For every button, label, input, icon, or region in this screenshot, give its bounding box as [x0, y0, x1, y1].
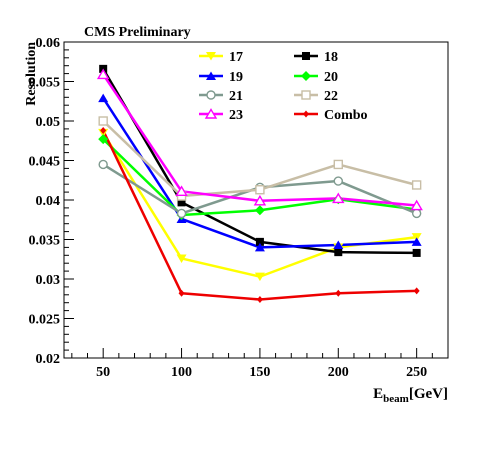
y-tick-label: 0.055: [29, 76, 61, 91]
data-point-21: [98, 159, 108, 170]
data-point-23: [96, 68, 110, 80]
legend-label: Combo: [324, 108, 368, 123]
legend-entry-20: 20: [294, 70, 338, 85]
data-point-combo: [100, 126, 107, 134]
data-point-23: [332, 192, 345, 204]
legend-marker: [303, 110, 309, 118]
data-point-combo: [256, 296, 263, 304]
legend-entry-combo: Combo: [294, 108, 368, 123]
legend-label: 17: [229, 50, 243, 65]
data-point-19: [98, 93, 109, 103]
data-point-18: [334, 248, 343, 257]
legend-marker: [206, 71, 216, 80]
x-tick-label: 250: [406, 365, 427, 380]
x-tick-label: 50: [96, 365, 110, 380]
legend-label: 19: [229, 70, 243, 85]
chart-title: CMS Preliminary: [84, 25, 191, 40]
y-tick-label: 0.05: [36, 115, 61, 130]
data-point-combo: [413, 287, 420, 295]
legend-marker: [206, 90, 216, 100]
legend: 17 18 19 20 21 22 23 Combo: [199, 50, 368, 123]
data-point-combo: [335, 289, 342, 297]
data-point-20: [254, 205, 265, 216]
data-point-18: [177, 198, 186, 207]
legend-label: 20: [324, 70, 338, 85]
x-tick-label: 100: [171, 365, 192, 380]
x-axis-label: Ebeam[GeV]: [373, 386, 448, 405]
x-tick-label: 150: [249, 365, 270, 380]
data-point-23: [253, 194, 267, 206]
data-point-combo: [178, 289, 185, 297]
x-axis-label-unit: [GeV]: [409, 386, 448, 402]
legend-entry-18: 18: [294, 50, 338, 65]
legend-label: 18: [324, 50, 338, 65]
legend-entry-23: 23: [199, 108, 243, 123]
y-axis-label: Resolution: [24, 42, 39, 106]
y-tick-label: 0.04: [36, 194, 61, 209]
data-point-18: [255, 237, 264, 246]
x-axis-label-sub: beam: [383, 393, 409, 405]
data-point-21: [333, 176, 343, 186]
data-point-17: [176, 254, 187, 263]
y-tick-label: 0.06: [36, 36, 61, 51]
legend-marker: [301, 90, 311, 100]
y-tick-label: 0.025: [29, 313, 61, 328]
y-tick-label: 0.02: [36, 352, 61, 367]
data-point-17: [254, 272, 265, 282]
y-tick-label: 0.035: [29, 234, 61, 249]
legend-entry-17: 17: [199, 50, 243, 65]
series-markers: [96, 64, 423, 304]
legend-label: 23: [229, 108, 243, 123]
legend-entry-21: 21: [199, 89, 243, 104]
data-point-20: [98, 134, 109, 145]
x-axis-label-main: E: [373, 386, 383, 402]
x-tick-label: 200: [328, 365, 349, 380]
data-point-19: [411, 237, 422, 246]
data-point-21: [411, 208, 422, 219]
legend-entry-19: 19: [199, 70, 243, 85]
y-tick-labels: 0.02 0.025 0.03 0.035 0.04 0.045 0.05 0.055 0.06: [29, 36, 61, 367]
data-point-23: [175, 185, 188, 197]
data-point-18: [412, 248, 421, 257]
data-point-22: [98, 116, 108, 126]
legend-entry-22: 22: [294, 89, 338, 104]
data-point-21: [176, 208, 187, 219]
data-point-23: [410, 199, 423, 211]
legend-label: 21: [229, 89, 243, 104]
legend-marker: [301, 71, 311, 81]
y-tick-label: 0.03: [36, 273, 61, 288]
legend-marker: [302, 52, 310, 60]
data-point-19: [254, 242, 265, 252]
legend-marker: [206, 52, 216, 61]
data-point-22: [255, 185, 265, 195]
legend-label: 22: [324, 89, 338, 104]
x-tick-labels: 50 100 150 200 250: [96, 365, 427, 380]
data-point-22: [333, 159, 343, 170]
axis-ticks: [64, 41, 449, 359]
data-point-22: [411, 180, 422, 190]
data-point-19: [333, 240, 344, 250]
legend-marker: [204, 108, 218, 119]
y-tick-label: 0.045: [29, 155, 61, 170]
